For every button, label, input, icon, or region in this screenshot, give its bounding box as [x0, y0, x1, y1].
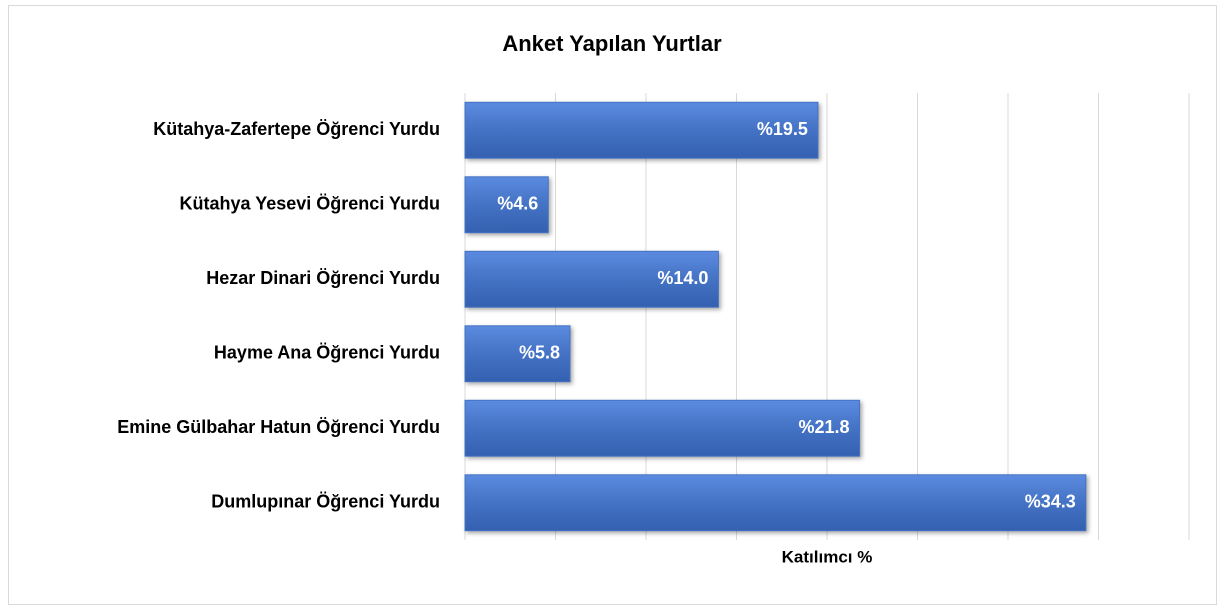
data-label: %5.8	[519, 343, 560, 363]
data-label: %4.6	[497, 194, 538, 214]
data-label: %34.3	[1025, 492, 1076, 512]
data-label: %14.0	[657, 268, 708, 288]
bar	[464, 101, 819, 159]
y-tick-label: Kütahya-Zafertepe Öğrenci Yurdu	[153, 119, 440, 139]
chart-title: Anket Yapılan Yurtlar	[502, 31, 722, 56]
y-tick-label: Hezar Dinari Öğrenci Yurdu	[206, 268, 440, 288]
y-tick-label: Kütahya Yesevi Öğrenci Yurdu	[180, 194, 440, 214]
data-label: %19.5	[757, 119, 808, 139]
data-label: %21.8	[799, 417, 850, 437]
y-tick-label: Hayme Ana Öğrenci Yurdu	[214, 343, 440, 363]
bar	[464, 325, 571, 383]
bar	[464, 474, 1087, 532]
y-tick-label: Emine Gülbahar Hatun Öğrenci Yurdu	[117, 417, 440, 437]
bar	[464, 176, 549, 234]
y-tick-label: Dumlupınar Öğrenci Yurdu	[211, 492, 440, 512]
bar	[464, 250, 719, 308]
x-axis-label: Katılımcı %	[782, 547, 873, 566]
bar	[464, 399, 861, 457]
